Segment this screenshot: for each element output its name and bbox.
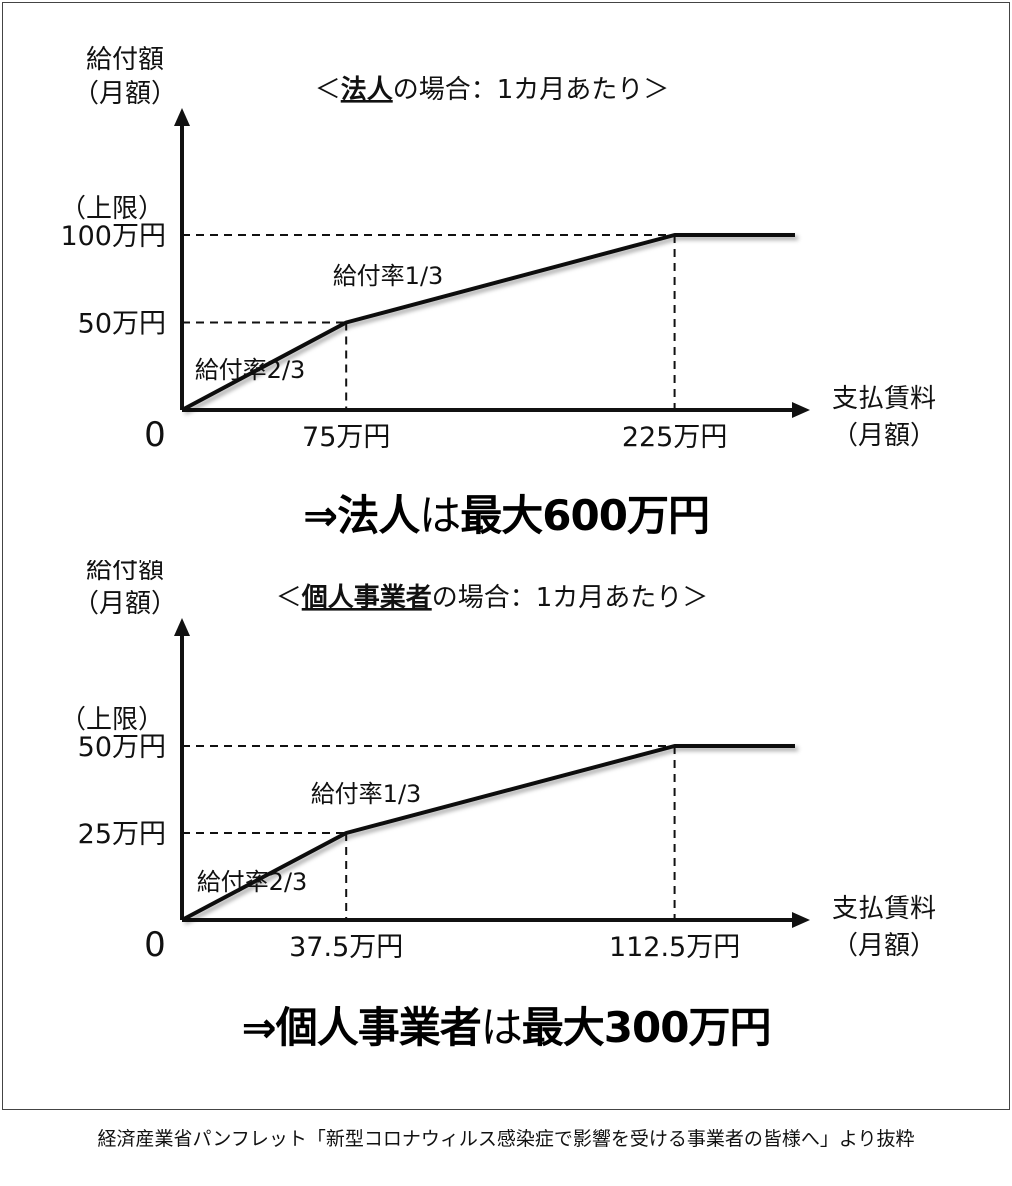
x-tick-label: 112.5万円	[609, 932, 740, 963]
conclusion-amount: 最大600万円	[460, 491, 710, 540]
conclusion-arrow: ⇒	[303, 491, 338, 540]
x-axis-label: 支払賃料	[832, 384, 936, 414]
y-tick-label: 50万円	[78, 309, 166, 340]
chart-sole-proprietor: ＜個人事業者の場合：1カ月あたり＞ 給付額 （月額） 支払賃料 （月額） 0 25万円 50万…	[60, 560, 936, 965]
rate-annotation: 給付率1/3	[333, 262, 444, 290]
rate-annotation: 給付率2/3	[195, 356, 306, 384]
conclusion-amount: 最大300万円	[521, 1003, 772, 1052]
benefit-series-line	[181, 744, 795, 922]
conclusion-entity: 個人事業者	[275, 1003, 482, 1052]
y-axis-label: （月額）	[73, 589, 177, 619]
x-axis-label: 支払賃料	[832, 894, 936, 924]
origin-label: 0	[144, 415, 166, 455]
origin-label: 0	[144, 925, 166, 965]
benefit-series-line	[181, 233, 795, 412]
chart-corporation: ＜法人の場合：1カ月あたり＞ 給付額 （月額） 支払賃料 （月額） 0 50万円 100万円（…	[60, 45, 936, 455]
chart-title: ＜法人の場合：1カ月あたり＞	[315, 75, 670, 105]
conclusion-sole-proprietor: ⇒個人事業者は最大300万円	[0, 994, 1012, 1055]
x-axis-label: （月額）	[832, 421, 936, 451]
conclusion-arrow: ⇒	[241, 1003, 277, 1052]
y-cap-label: （上限）	[60, 194, 164, 224]
y-tick-label: 100万円	[60, 221, 166, 252]
x-tick-label: 225万円	[622, 422, 728, 453]
conclusion-corporation: ⇒法人は最大600万円	[0, 482, 1012, 543]
conclusion-particle: は	[419, 491, 461, 540]
conclusion-entity: 法人	[337, 491, 420, 540]
y-tick-label: 25万円	[78, 819, 166, 850]
y-axis-arrowhead	[174, 108, 190, 126]
x-axis-label: （月額）	[832, 931, 936, 961]
y-tick-label: 50万円	[78, 732, 166, 763]
y-axis-arrowhead	[174, 618, 190, 636]
x-tick-label: 37.5万円	[289, 932, 403, 963]
rate-annotation: 給付率2/3	[197, 868, 308, 896]
chart-title: ＜個人事業者の場合：1カ月あたり＞	[276, 583, 709, 613]
y-axis-label: 給付額	[86, 560, 164, 585]
conclusion-particle: は	[480, 1003, 523, 1052]
x-tick-label: 75万円	[302, 422, 390, 453]
x-axis-arrowhead	[792, 402, 810, 418]
y-axis-label: （月額）	[73, 79, 177, 109]
y-axis-label: 給付額	[86, 45, 164, 75]
rate-annotation: 給付率1/3	[311, 780, 422, 808]
y-cap-label: （上限）	[60, 705, 164, 735]
source-caption: 経済産業省パンフレット「新型コロナウィルス感染症で影響を受ける事業者の皆様へ」よ…	[97, 1128, 915, 1150]
x-axis-arrowhead	[792, 912, 810, 928]
figure-frame	[2, 2, 1010, 1110]
